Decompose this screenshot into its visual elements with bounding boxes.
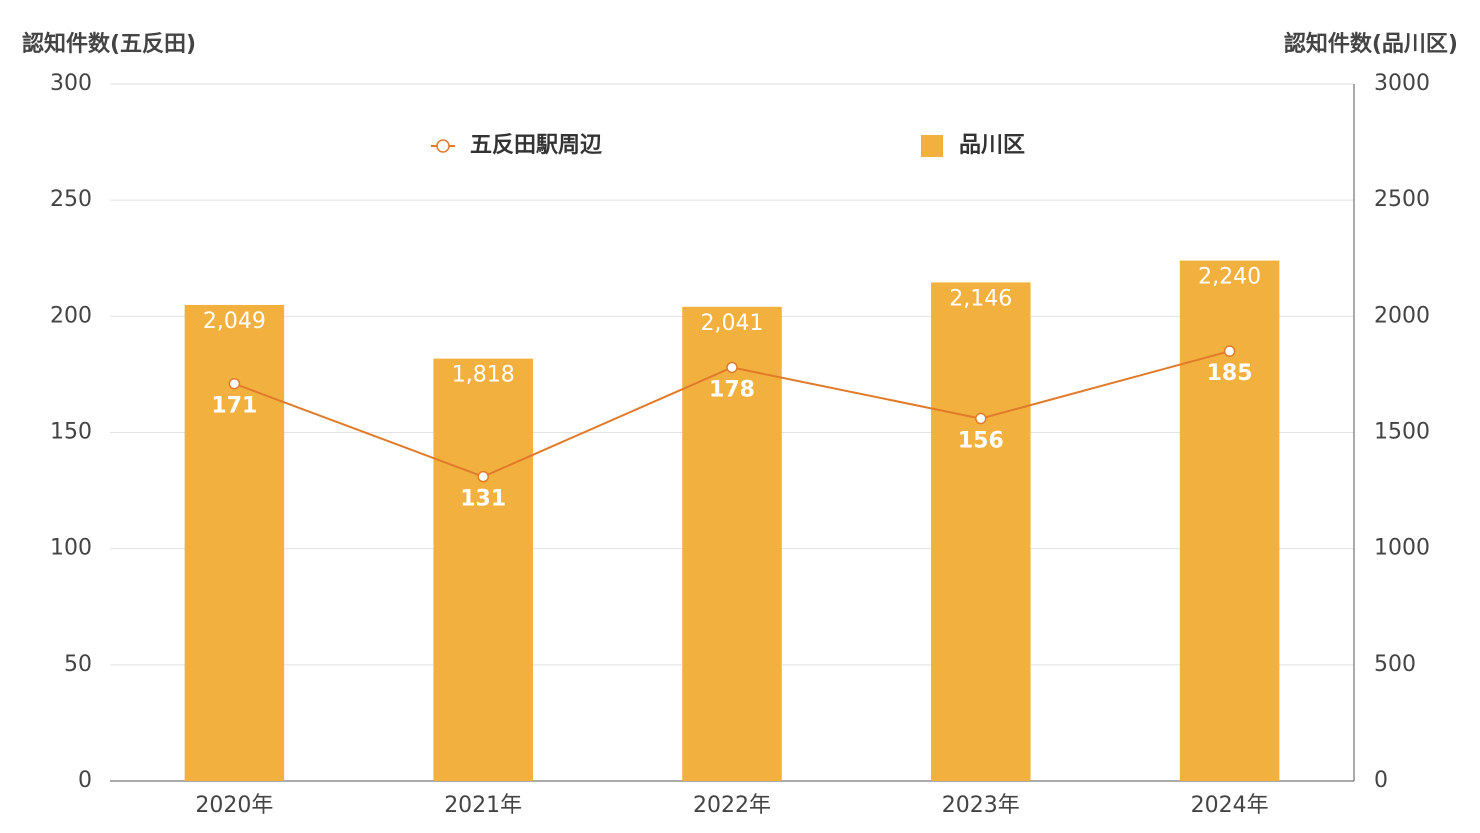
y-tick-label: 200 bbox=[50, 303, 92, 328]
y2-tick-label: 2500 bbox=[1374, 187, 1430, 212]
y-tick-label: 50 bbox=[64, 652, 92, 677]
line-marker bbox=[1223, 345, 1236, 357]
y-tick-label: 150 bbox=[50, 420, 92, 445]
y-tick-label: 300 bbox=[50, 71, 92, 96]
x-tick-label: 2023年 bbox=[942, 793, 1020, 818]
legend-marker bbox=[436, 139, 450, 153]
x-tick-label: 2021年 bbox=[444, 793, 522, 818]
bar-value-label: 2,049 bbox=[203, 309, 266, 334]
bar bbox=[433, 358, 533, 781]
legend-label: 品川区 bbox=[959, 133, 1025, 158]
x-tick-label: 2020年 bbox=[195, 793, 273, 818]
line-value-label: 156 bbox=[958, 429, 1004, 454]
line-value-label: 171 bbox=[211, 394, 257, 419]
legend-label: 五反田駅周辺 bbox=[470, 133, 602, 158]
y2-tick-label: 2000 bbox=[1374, 303, 1430, 328]
y2-tick-label: 1000 bbox=[1374, 536, 1430, 561]
y-tick-label: 100 bbox=[50, 536, 92, 561]
x-tick-label: 2022年 bbox=[693, 793, 771, 818]
bar bbox=[931, 282, 1031, 781]
line-value-label: 185 bbox=[1207, 361, 1253, 386]
y2-axis-title: 認知件数(品川区) bbox=[1284, 31, 1458, 57]
bar-value-label: 2,041 bbox=[701, 311, 764, 336]
y2-tick-label: 0 bbox=[1374, 768, 1388, 793]
line-value-label: 131 bbox=[460, 487, 506, 512]
line-marker bbox=[975, 412, 987, 425]
y2-tick-label: 1500 bbox=[1374, 420, 1430, 445]
bar bbox=[682, 306, 782, 781]
y2-tick-label: 500 bbox=[1374, 652, 1416, 677]
bar bbox=[184, 304, 285, 781]
bar-value-label: 1,818 bbox=[452, 363, 515, 388]
line-marker bbox=[477, 470, 489, 483]
bar bbox=[1179, 260, 1280, 781]
y2-tick-label: 3000 bbox=[1374, 71, 1430, 96]
y-tick-label: 250 bbox=[50, 187, 92, 212]
y-tick-label: 0 bbox=[78, 768, 92, 793]
x-tick-label: 2024年 bbox=[1191, 793, 1269, 818]
line-value-label: 178 bbox=[709, 377, 755, 402]
legend-swatch bbox=[921, 135, 943, 157]
line-marker bbox=[726, 361, 738, 374]
bar-value-label: 2,240 bbox=[1198, 265, 1261, 290]
line-marker bbox=[228, 377, 241, 390]
bar-value-label: 2,146 bbox=[949, 286, 1012, 311]
y-axis-title: 認知件数(五反田) bbox=[22, 31, 196, 57]
